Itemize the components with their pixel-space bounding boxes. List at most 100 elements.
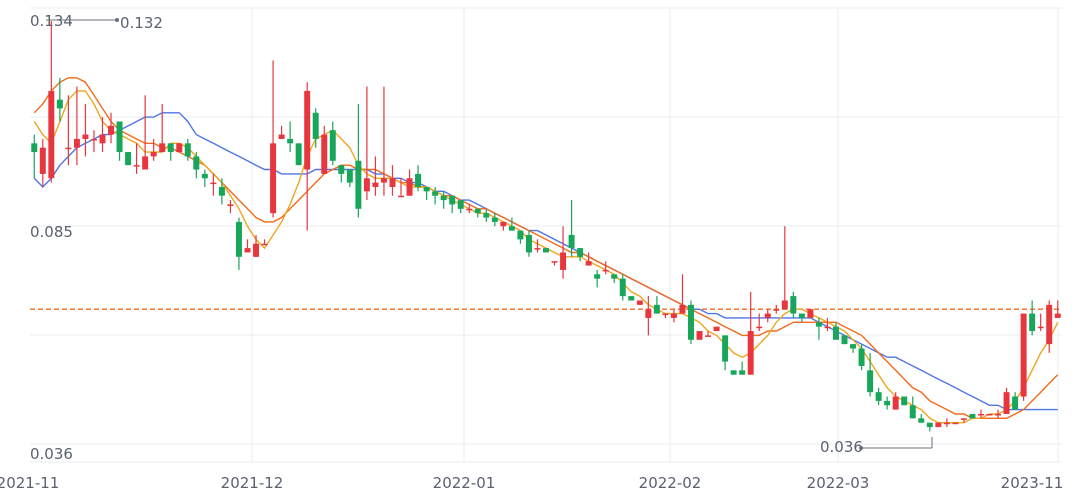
candle <box>466 204 473 214</box>
y-tick-label: 0.085 <box>30 223 73 241</box>
candle-body <box>1020 313 1027 397</box>
candle <box>133 143 140 174</box>
candle-body <box>832 326 839 340</box>
candle-body <box>926 422 933 428</box>
candle-body <box>415 173 422 187</box>
candle-body <box>952 422 959 425</box>
candle <box>832 322 839 340</box>
candle-body <box>235 221 242 257</box>
candle <box>756 313 763 332</box>
candle <box>483 208 490 222</box>
candle-body <box>82 134 89 139</box>
candle-body <box>125 152 132 166</box>
grid <box>30 7 1062 463</box>
candle <box>713 326 720 332</box>
candle <box>764 309 771 323</box>
candle-body <box>449 195 456 205</box>
candle <box>423 186 430 201</box>
candle <box>577 248 584 262</box>
candle <box>261 239 268 246</box>
candle-body <box>389 178 396 187</box>
candle <box>986 413 993 416</box>
candle <box>108 112 115 144</box>
candle-body <box>986 413 993 416</box>
candle <box>722 335 729 371</box>
candle-body <box>508 226 515 231</box>
candles <box>31 21 1061 432</box>
candle <box>551 261 558 266</box>
candle <box>338 165 345 183</box>
candle <box>278 125 285 139</box>
candle <box>253 235 260 257</box>
candle-body <box>270 143 277 214</box>
candle <box>90 130 97 153</box>
candle-body <box>960 418 967 420</box>
candle-body <box>815 322 822 327</box>
candle <box>167 143 174 161</box>
candle <box>747 291 754 375</box>
candle-body <box>875 392 882 401</box>
candle-body <box>491 217 498 222</box>
candle <box>935 422 942 428</box>
candle <box>1037 313 1044 332</box>
candle-body <box>602 269 609 272</box>
candle-body <box>244 248 251 253</box>
candle-body <box>534 248 541 250</box>
candle-body <box>278 134 285 139</box>
candle-body <box>253 243 260 257</box>
candle <box>594 269 601 288</box>
candle-body <box>167 143 174 153</box>
candle-body <box>295 143 302 166</box>
candle <box>798 313 805 323</box>
candle <box>82 104 89 157</box>
candle <box>969 413 976 419</box>
candle-body <box>935 422 942 428</box>
candle-body <box>261 243 268 246</box>
annotations: 0.134 0.132 0.036 <box>30 12 933 456</box>
candle-body <box>1003 392 1010 414</box>
candle-body <box>594 274 601 279</box>
candle <box>773 304 780 314</box>
candle <box>406 169 413 196</box>
candle-body <box>884 400 891 406</box>
x-tick-label: 2022-02 <box>639 474 702 492</box>
candle <box>380 86 387 196</box>
candle <box>790 291 797 318</box>
candle-body <box>176 143 183 153</box>
candle <box>892 392 899 410</box>
candle <box>781 226 788 310</box>
candle <box>960 418 967 423</box>
candle <box>619 274 626 301</box>
candle-body <box>1037 326 1044 329</box>
candle <box>525 230 532 257</box>
candle <box>270 60 277 218</box>
x-tick-label: 2021-12 <box>221 474 284 492</box>
candle-body <box>474 208 481 214</box>
candle-body <box>517 230 524 240</box>
candle-body <box>781 300 788 310</box>
candle-body <box>918 418 925 423</box>
candle-body <box>756 326 763 329</box>
candle <box>568 200 575 257</box>
candle <box>363 86 370 201</box>
candle-body <box>423 186 430 192</box>
candle-body <box>287 138 294 144</box>
candle-body <box>1054 313 1061 318</box>
candle-body <box>645 309 652 318</box>
candle <box>1012 392 1019 410</box>
candle-body <box>500 221 507 227</box>
candle <box>909 396 916 419</box>
candle <box>611 274 618 284</box>
candle <box>346 169 353 187</box>
y-axis-labels: 0.085 0.036 <box>30 223 73 463</box>
candle-body <box>560 252 567 270</box>
high-annotation-left: 0.134 <box>30 12 73 30</box>
candle-body <box>739 370 746 375</box>
candle-body <box>867 370 874 393</box>
candle <box>850 344 857 353</box>
candle-body <box>380 178 387 183</box>
candle-body <box>372 182 379 187</box>
candle <box>636 300 643 305</box>
candle-body <box>790 296 797 314</box>
candle-body <box>824 326 831 329</box>
